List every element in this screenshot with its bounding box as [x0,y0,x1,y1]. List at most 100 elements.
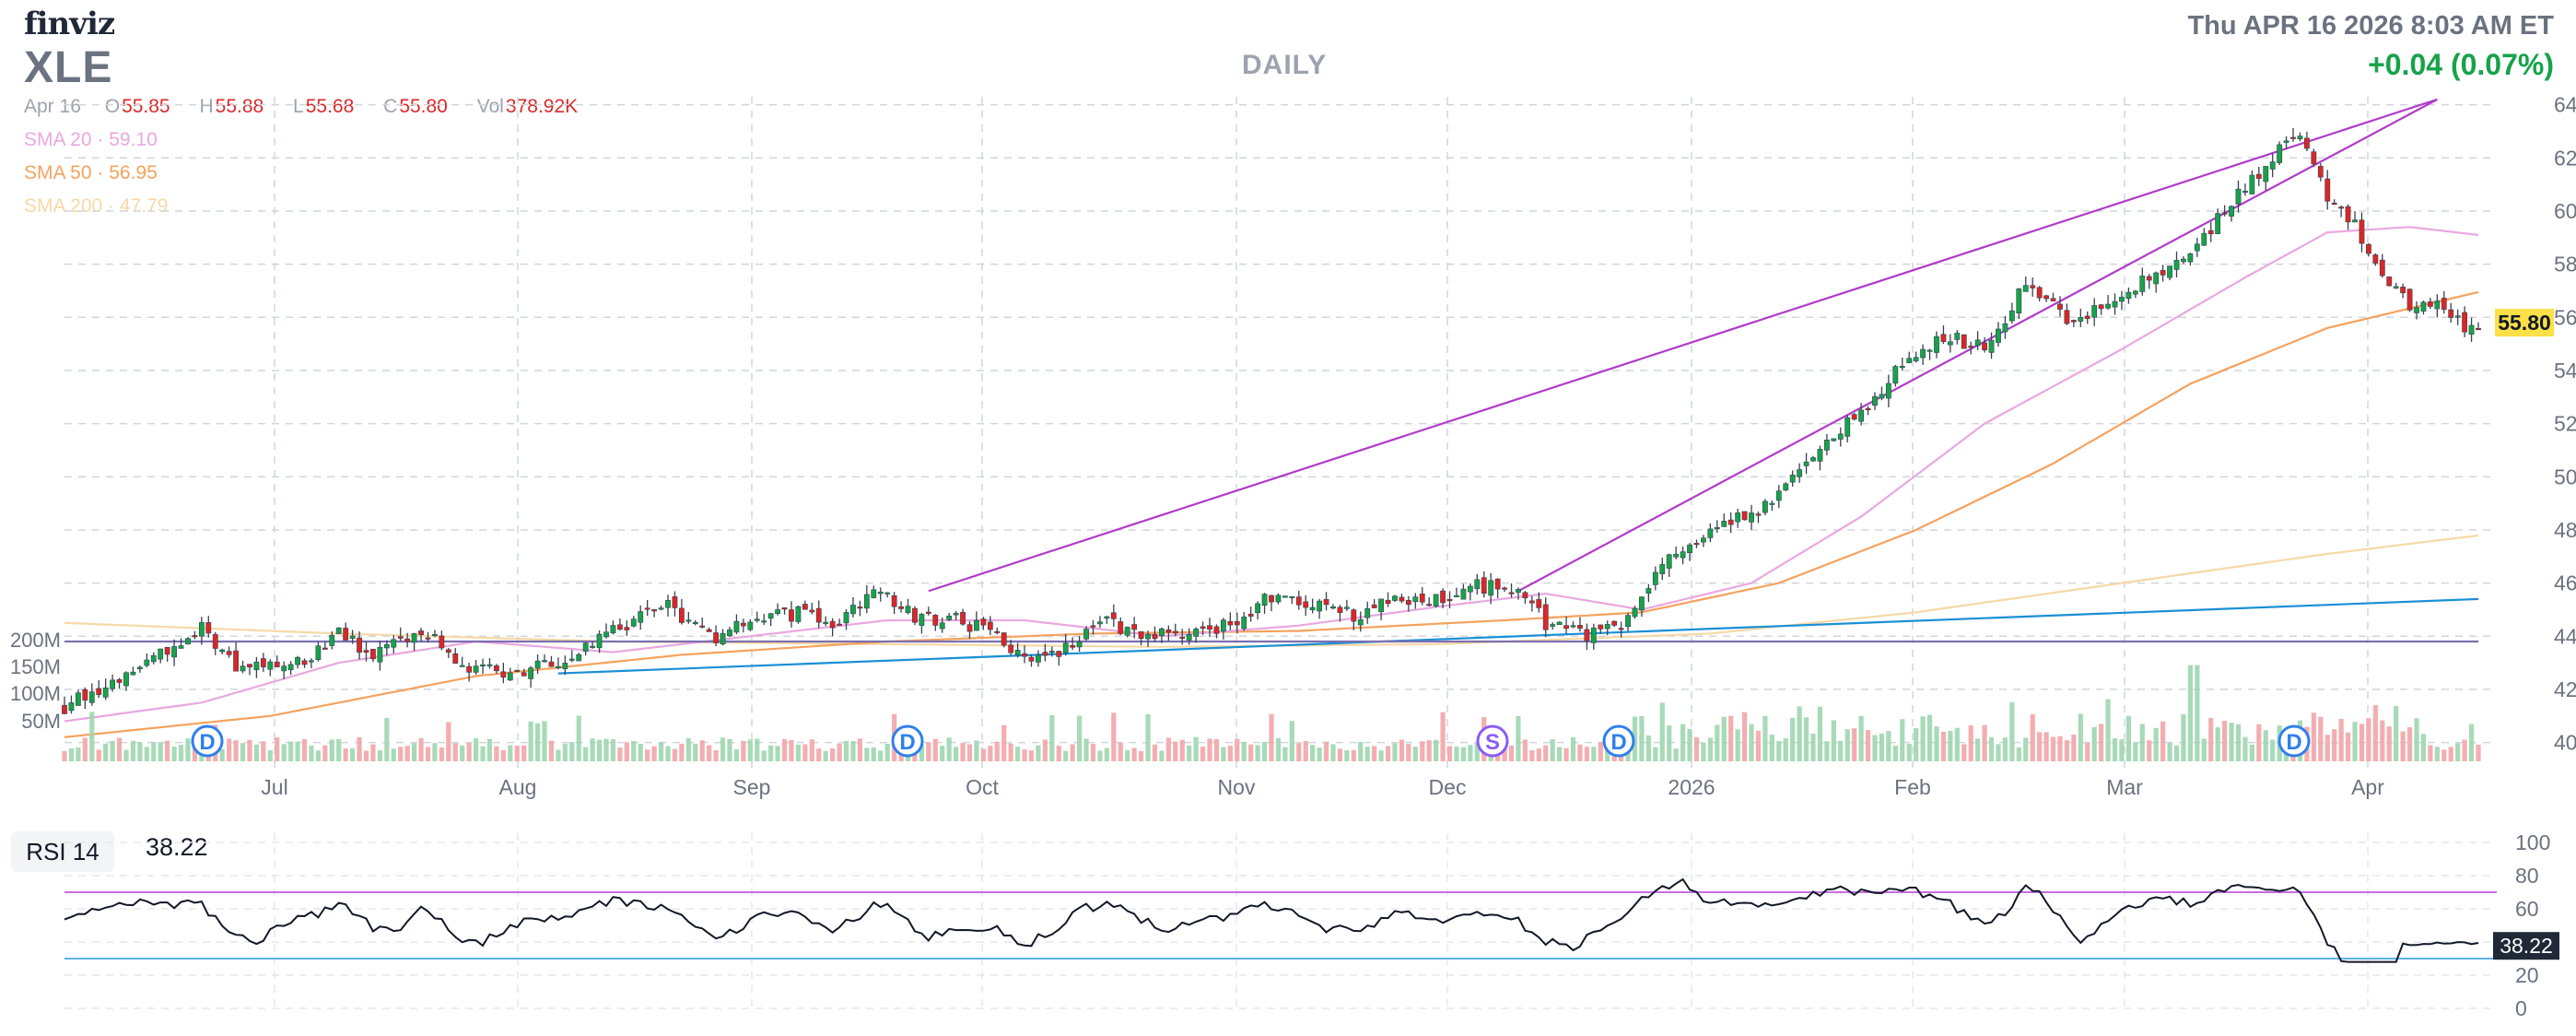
candle-body [96,688,102,695]
volume-bar [1961,744,1967,761]
volume-bar [1193,736,1199,761]
volume-bar [932,738,938,761]
candle-body [802,604,808,610]
candle-body [658,607,664,610]
candle-body [363,650,369,653]
candle-body [1823,440,1830,451]
candle-body [1440,590,1446,604]
candle-body [240,665,246,672]
candle-body [946,616,953,620]
candle-body [2139,276,2146,292]
candle-body [1097,621,1103,625]
volume-bar [1036,745,1041,761]
rsi-line [64,877,2479,963]
candle-body [1474,579,1481,590]
candle-body [2064,310,2070,324]
volume-bar [542,721,547,761]
price-tick-label: 52.00 [2554,412,2576,436]
candle-body [1516,589,1521,593]
candle-body [2132,290,2138,295]
volume-bar [624,742,629,761]
volume-bar [610,739,616,761]
volume-bar [1680,724,1686,761]
event-circle [891,724,924,758]
volume-bar [2009,701,2015,761]
candle-body [1371,604,1377,608]
volume-bar [82,737,88,761]
volume-bar [439,748,444,761]
volume-bar [1028,750,1035,761]
volume-bar [1049,714,1055,761]
candle-body [1405,600,1411,606]
candle-body [1062,642,1069,653]
candle-body [1172,630,1178,634]
candle-body [1090,625,1096,628]
candle-body [754,618,760,621]
candle-body [815,607,822,623]
volume-bar [878,750,884,761]
candle-body [1124,627,1130,636]
volume-bar [185,738,191,761]
volume-bar [2125,715,2132,761]
volume-bar [1858,715,1864,761]
candle-body [863,594,870,609]
candle-body [2317,166,2324,178]
dividend-event-icon: D [891,724,924,758]
price-tick-label: 58.00 [2554,253,2576,277]
sma50-legend[interactable]: SMA 50 · 56.95 [24,162,158,183]
volume-bar [1083,738,1089,761]
finviz-logo[interactable]: finviz [24,6,115,42]
candle-body [1083,629,1089,640]
candle-body [1625,615,1631,628]
volume-bar [2441,749,2447,761]
volume-bar [871,747,876,761]
volume-bar [261,741,266,761]
volume-bar [281,744,287,761]
candle-body [2420,301,2427,312]
candle-body [857,606,863,609]
event-circle [1602,724,1635,758]
sma20-legend[interactable]: SMA 20 · 59.10 [24,129,158,150]
candle-body [480,664,486,667]
volume-bar [1831,720,1836,761]
volume-bar [158,742,163,761]
candle-body [1570,625,1576,628]
candle-body [2406,288,2413,311]
candle-body [727,630,732,637]
candle-body [1036,654,1041,663]
candle-body [383,643,390,649]
volume-bar [699,740,705,761]
rsi-indicator-label[interactable]: RSI 14 [11,831,114,872]
candle-body [1735,512,1741,523]
volume-bar [2372,705,2378,761]
volume-bar [1014,747,1021,761]
candle-body [1502,587,1507,590]
candle-body [2207,230,2214,235]
candle-body [1179,636,1186,639]
volume-bar [1330,744,1336,761]
volume-bar [1879,733,1885,761]
split-event-icon: S [1476,724,1509,758]
volume-bar [926,742,931,761]
candle-body [2181,258,2186,263]
volume-bar [1872,735,1878,761]
candle-body [343,628,349,641]
candle-body [767,613,774,619]
timeframe-label[interactable]: DAILY [1242,50,1328,80]
candle-body [507,672,513,681]
volume-bar [1673,748,1679,761]
candle-body [1645,588,1652,594]
candle-body [2434,300,2441,310]
volume-bar [480,746,486,761]
candle-body [185,638,191,645]
volume-bar [418,737,424,761]
candle-body [1879,394,1885,399]
volume-bar [2263,730,2268,761]
volume-bar [2249,744,2254,761]
candle-body [939,622,945,630]
candle-body [1687,544,1692,553]
open-value: 55.85 [122,96,170,117]
ticker-symbol: XLE [24,43,113,92]
candle-body [1357,618,1364,626]
